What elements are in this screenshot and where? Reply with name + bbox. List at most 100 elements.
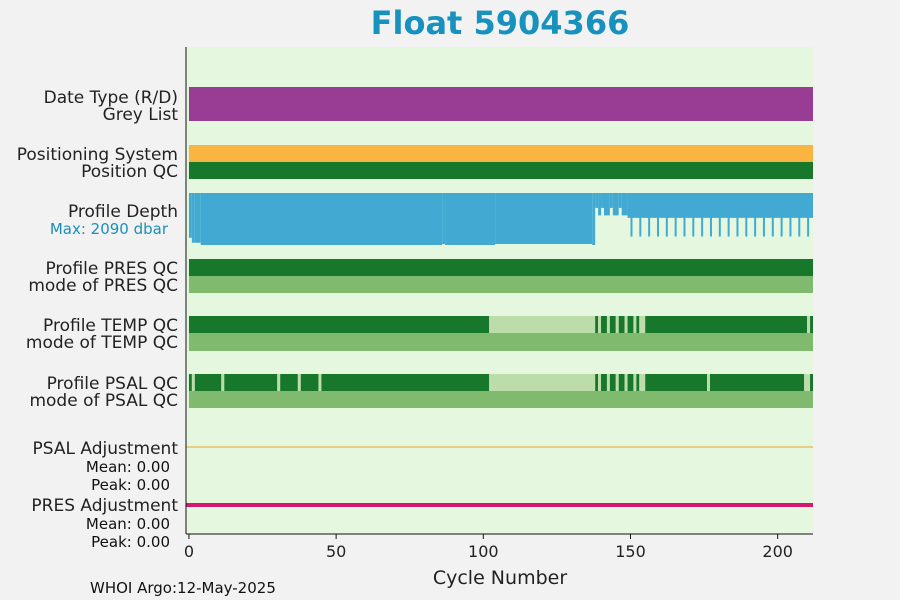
depth-bar-14 [618,193,622,208]
depth-bar-13 [612,193,619,216]
bar-segment-2-0 [188,145,813,162]
depth-bar-9 [598,193,602,216]
depth-bar-0 [188,193,192,238]
label-profile-depth: Profile Depth [68,202,178,222]
bar-segment-8-18 [618,374,625,391]
bar-segment-8-23 [639,374,646,391]
depth-spike-192 [754,193,757,237]
bar-segment-8-28 [810,374,813,391]
label-pres-adjustment: PRES Adjustment [31,496,178,516]
bar-segment-5-0 [188,276,813,293]
footer-credit: WHOI Argo:12-May-2025 [90,579,276,597]
bar-segment-6-5 [606,316,610,333]
label-grey-list: Grey List [103,105,179,125]
bar-segment-6-7 [615,316,619,333]
depth-spike-189 [745,193,748,237]
label-date-type: Date Type (R/D) [44,88,178,108]
label-max-depth: Max: 2090 dbar [50,220,169,238]
bar-segment-8-11 [489,374,596,391]
depth-spike-198 [771,193,774,237]
bar-segment-8-4 [224,374,278,391]
depth-bar-15 [621,193,628,216]
depth-spike-201 [780,193,783,237]
bar-segment-8-21 [633,374,637,391]
pres-adjustment-peak: Peak: 0.00 [91,533,170,551]
depth-spike-156 [648,193,651,237]
bar-segment-6-9 [624,316,628,333]
bars-group [188,87,813,408]
depth-spike-153 [639,193,642,237]
bar-segment-6-0 [188,316,490,333]
depth-spike-162 [665,193,668,237]
bar-segment-8-9 [318,374,322,391]
bar-segment-6-11 [633,316,637,333]
depth-spike-165 [674,193,677,237]
depth-spike-168 [683,193,686,237]
label-mode-psal-qc: mode of PSAL QC [29,391,178,411]
bar-segment-6-15 [807,316,811,333]
depth-bar-11 [604,193,610,216]
label-position-qc: Position QC [81,162,178,182]
depth-spike-177 [709,193,712,237]
bar-segment-6-10 [627,316,634,333]
depth-bar-16 [627,193,631,218]
bar-segment-6-4 [601,316,607,333]
bar-segment-8-3 [221,374,225,391]
bar-segment-8-2 [194,374,222,391]
bar-segment-6-12 [636,316,640,333]
x-tick-label-4: 200 [762,542,793,561]
label-profile-pres-qc: Profile PRES QC [45,259,178,279]
depth-bar-2 [194,193,201,243]
bar-segment-8-26 [709,374,805,391]
depth-bar-5 [445,193,496,245]
bar-segment-8-15 [606,374,610,391]
x-tick-label-2: 100 [468,542,499,561]
bar-segment-6-6 [609,316,616,333]
depth-bar-3 [200,193,443,245]
depth-spike-210 [807,193,810,237]
bar-segment-1-0 [188,104,813,121]
bar-segment-8-8 [300,374,319,391]
depth-bar-4 [442,193,446,245]
depth-spike-207 [798,193,801,237]
bar-segment-6-14 [645,316,808,333]
depth-bar-1 [191,193,195,243]
bar-segment-8-22 [636,374,640,391]
bar-segment-8-24 [645,374,708,391]
bar-segment-8-12 [595,374,599,391]
depth-spike-186 [736,193,739,237]
x-tick-label-0: 0 [184,542,194,561]
psal-adjustment-mean: Mean: 0.00 [86,458,170,476]
bar-segment-6-13 [639,316,646,333]
depth-spike-159 [656,193,659,237]
bar-segment-0-0 [188,87,813,104]
bar-segment-8-5 [277,374,281,391]
depth-bar-10 [601,193,604,208]
depth-spike-171 [692,193,695,237]
bar-segment-6-2 [595,316,599,333]
bar-segment-8-16 [609,374,616,391]
bar-segment-8-1 [191,374,195,391]
bar-segment-9-0 [188,391,813,408]
bar-segment-8-25 [707,374,710,391]
x-tick-label-3: 150 [615,542,646,561]
label-profile-temp-qc: Profile TEMP QC [43,316,178,336]
bar-segment-3-0 [188,162,813,179]
bar-segment-8-27 [804,374,811,391]
bar-segment-6-16 [810,316,813,333]
label-profile-psal-qc: Profile PSAL QC [47,374,178,394]
bar-segment-8-6 [280,374,298,391]
depth-bar-6 [495,193,593,245]
bar-segment-8-7 [297,374,301,391]
depth-spike-150 [630,193,633,237]
depth-bar-12 [609,193,613,208]
bar-segment-6-1 [489,316,596,333]
chart-title: Float 5904366 [371,4,630,42]
label-positioning-system: Positioning System [17,145,178,165]
bar-segment-8-20 [627,374,634,391]
label-psal-adjustment: PSAL Adjustment [33,439,179,459]
depth-spike-174 [701,193,704,237]
bar-segment-6-3 [598,316,602,333]
x-ticks: 0 50 100 150 200 [184,534,793,561]
